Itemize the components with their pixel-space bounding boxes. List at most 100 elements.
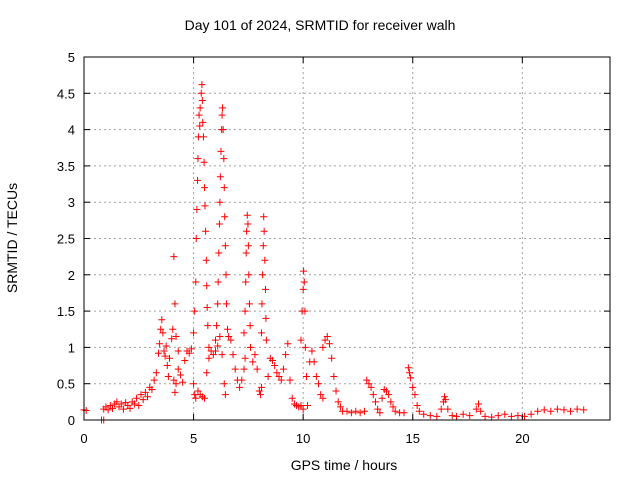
x-tick-label: 20: [515, 431, 529, 446]
data-point: [187, 345, 195, 353]
data-point: [201, 394, 209, 402]
y-tick-label: 4: [68, 123, 75, 138]
data-point: [137, 391, 145, 399]
data-point: [247, 343, 255, 351]
data-point: [212, 347, 219, 355]
data-point: [347, 409, 355, 417]
data-point: [174, 347, 182, 355]
data-point: [268, 356, 276, 364]
data-point: [203, 303, 211, 311]
data-point: [199, 133, 207, 141]
data-point: [279, 365, 287, 373]
data-point: [193, 205, 201, 213]
data-point: [494, 412, 502, 420]
data-point: [325, 340, 333, 348]
data-point: [192, 278, 200, 286]
data-point: [334, 398, 342, 406]
data-point: [202, 227, 210, 235]
data-point: [413, 401, 421, 409]
data-point: [203, 282, 211, 290]
data-point: [218, 351, 226, 359]
data-point: [168, 335, 176, 343]
data-point: [148, 386, 156, 394]
data-point: [174, 365, 182, 373]
data-point: [297, 336, 305, 344]
data-point: [205, 354, 213, 362]
data-point: [336, 403, 344, 411]
data-point: [141, 388, 149, 396]
data-point: [130, 400, 138, 408]
data-point: [560, 406, 568, 414]
data-point: [361, 407, 369, 415]
data-point: [220, 380, 228, 388]
y-tick-label: 3: [68, 195, 75, 210]
data-point: [501, 410, 509, 418]
data-point: [240, 329, 248, 337]
data-point: [300, 267, 308, 275]
data-point: [199, 118, 207, 126]
y-tick-label: 0.5: [57, 377, 75, 392]
data-point: [181, 356, 189, 364]
data-point: [301, 307, 309, 315]
data-point: [488, 413, 496, 421]
data-point: [197, 89, 205, 97]
data-point: [328, 354, 336, 362]
data-point: [352, 407, 360, 415]
data-point: [245, 300, 253, 308]
data-point: [273, 369, 281, 377]
data-point: [190, 380, 198, 388]
data-point: [133, 394, 141, 402]
data-point: [459, 410, 467, 418]
data-point: [179, 378, 187, 386]
data-point: [241, 354, 249, 362]
data-point: [144, 393, 152, 401]
data-point: [259, 242, 267, 250]
data-point: [251, 351, 259, 359]
data-point: [534, 407, 542, 415]
data-point: [104, 406, 112, 414]
data-point: [227, 336, 235, 344]
data-point: [507, 412, 515, 420]
data-point: [191, 307, 199, 315]
data-point: [262, 336, 270, 344]
data-point: [231, 365, 239, 373]
data-point: [225, 333, 233, 341]
data-point: [363, 376, 371, 384]
x-tick-label: 0: [80, 431, 87, 446]
data-points: [80, 81, 588, 424]
data-point: [297, 401, 305, 409]
data-point: [243, 227, 251, 235]
data-point: [444, 405, 452, 413]
data-point: [567, 407, 575, 415]
data-point: [258, 300, 266, 308]
data-point: [275, 372, 283, 380]
data-point: [192, 394, 200, 402]
data-point: [343, 407, 351, 415]
data-point: [217, 147, 225, 155]
data-point: [201, 184, 209, 192]
data-point: [244, 220, 252, 228]
data-point: [405, 369, 413, 377]
grid-lines: [84, 57, 610, 420]
data-point: [540, 406, 548, 414]
data-point: [271, 362, 279, 370]
data-point: [382, 387, 390, 395]
data-point: [312, 372, 320, 380]
y-tick-label: 3.5: [57, 159, 75, 174]
data-point: [165, 354, 173, 362]
data-point: [242, 278, 250, 286]
data-point: [261, 285, 269, 293]
data-point: [229, 351, 237, 359]
data-point: [260, 227, 268, 235]
data-point: [216, 198, 224, 206]
y-tick-label: 5: [68, 50, 75, 65]
data-point: [198, 81, 206, 89]
data-point: [171, 388, 179, 396]
y-tick-label: 1: [68, 340, 75, 355]
data-point: [161, 352, 169, 360]
data-point: [222, 300, 230, 308]
data-point: [221, 242, 229, 250]
data-point: [156, 340, 164, 348]
data-point: [108, 404, 116, 412]
y-tick-label: 0: [68, 413, 75, 428]
